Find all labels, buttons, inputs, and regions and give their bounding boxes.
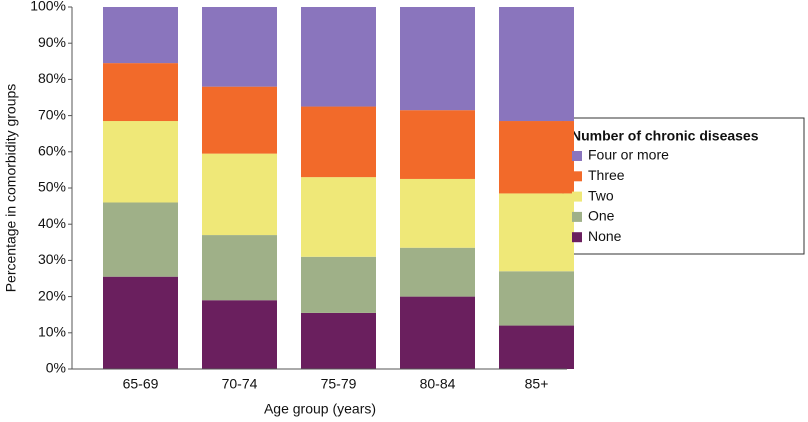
legend-swatch: [572, 171, 582, 182]
bar-segment: [499, 325, 574, 369]
bar-segment: [301, 177, 376, 257]
legend-label: One: [588, 208, 615, 224]
bar-segment: [499, 121, 574, 194]
y-axis-label: Percentage in comorbidity groups: [3, 84, 19, 293]
y-tick-label: 100%: [30, 0, 66, 14]
x-tick-label: 70-74: [222, 376, 258, 392]
y-tick-label: 80%: [38, 70, 66, 86]
legend-swatch: [572, 232, 582, 243]
bar-segment: [202, 7, 277, 87]
x-tick-label: 65-69: [123, 376, 159, 392]
bar-segment: [301, 106, 376, 178]
bar-segment: [202, 86, 277, 154]
legend-swatch: [572, 191, 582, 202]
y-tick-label: 70%: [38, 106, 66, 122]
legend-box: [562, 117, 805, 255]
legend-label: Three: [588, 167, 625, 183]
bar-segment: [103, 7, 178, 64]
legend-title: Number of chronic diseases: [571, 128, 759, 144]
bar-segment: [301, 256, 376, 313]
y-tick-label: 60%: [38, 143, 66, 159]
legend-swatch: [572, 211, 582, 222]
y-tick-label: 0%: [46, 360, 66, 376]
bar-segment: [103, 121, 178, 203]
bar-segment: [400, 178, 475, 248]
y-tick-label: 30%: [38, 251, 66, 267]
bar-segment: [400, 247, 475, 297]
x-tick-label: 75-79: [321, 376, 357, 392]
bar-segment: [301, 7, 376, 107]
bar-segment: [103, 202, 178, 277]
y-tick-label: 90%: [38, 34, 66, 50]
y-tick-label: 20%: [38, 287, 66, 303]
bar-segment: [499, 271, 574, 326]
y-tick-label: 10%: [38, 324, 66, 340]
bar-segment: [202, 235, 277, 301]
bar-segment: [103, 63, 178, 122]
bar-segment: [301, 312, 376, 369]
y-tick-label: 50%: [38, 179, 66, 195]
x-tick-label: 80-84: [420, 376, 456, 392]
legend-label: None: [588, 228, 622, 244]
bar-segment: [202, 300, 277, 369]
x-axis-label: Age group (years): [264, 401, 376, 417]
bar-segment: [400, 110, 475, 179]
bar-segment: [202, 153, 277, 236]
bar-segment: [499, 7, 574, 122]
bar-segment: [400, 296, 475, 369]
y-tick-label: 40%: [38, 215, 66, 231]
legend-swatch: [572, 151, 582, 161]
legend-label: Two: [588, 187, 614, 203]
legend-label: Four or more: [588, 147, 669, 163]
bar-segment: [400, 7, 475, 111]
bar-segment: [499, 193, 574, 272]
bar-segment: [103, 276, 178, 369]
x-tick-label: 85+: [525, 376, 549, 392]
